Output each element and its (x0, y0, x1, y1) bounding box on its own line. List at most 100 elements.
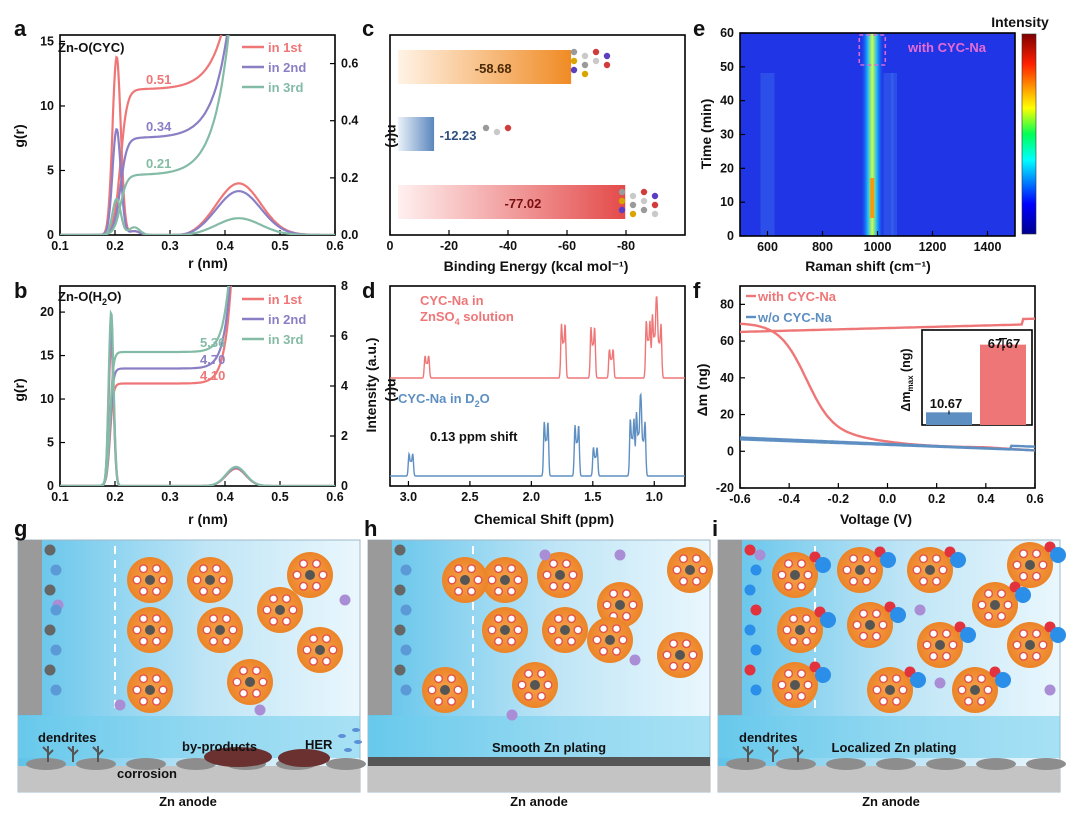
panel-c-molecule-3-atom (640, 188, 648, 196)
schematic-i-water (912, 565, 922, 575)
schematic-h-water (669, 661, 679, 671)
panel-a-legend-2: in 2nd (268, 60, 306, 75)
schematic-h-water (494, 636, 504, 646)
schematic-h-interface-ion (394, 544, 406, 556)
panel-c-molecule-1-atom (603, 61, 611, 69)
schematic-i-water (892, 696, 902, 706)
panel-d-xtick-label: 3.0 (400, 490, 417, 504)
schematic-i-surface-bump (826, 758, 866, 770)
g-label-dendrites: dendrites (38, 730, 97, 745)
schematic-g-byproduct-1 (204, 747, 272, 767)
schematic-i-water (797, 559, 807, 569)
panel-c-molecule-3-atom (651, 201, 659, 209)
schematic-i-cyc-tail (1050, 547, 1066, 563)
schematic-g-water (132, 625, 142, 635)
schematic-i-zn-core (970, 685, 980, 695)
schematic-g-her-bubble (354, 740, 362, 744)
g-label-her: HER (305, 737, 333, 752)
schematic-h-water (554, 636, 564, 646)
panel-a-ylabel: g(r) (11, 124, 27, 147)
schematic-h-interface-ion (394, 624, 406, 636)
panel-letter-i: i (712, 516, 718, 541)
panel-b-xtick-label: 0.3 (161, 490, 178, 504)
panel-b-y2tick-label: 2 (341, 429, 348, 443)
schematic-i-cyc-tail (950, 552, 966, 568)
schematic-i-water (929, 651, 939, 661)
schematic-h-water (494, 564, 504, 574)
schematic-g-water (258, 677, 268, 687)
schematic-i-water (784, 669, 794, 679)
schematic-i-water (784, 581, 794, 591)
schematic-i-water (938, 565, 948, 575)
schematic-h-water (573, 625, 583, 635)
panel-b-annot-1: 5.36 (200, 335, 225, 350)
schematic-g-water (208, 636, 218, 646)
panel-f-ylabel: Δm (ng) (694, 364, 710, 417)
schematic-i-surface-bump (876, 758, 916, 770)
i-label-plating: Localized Zn plating (832, 740, 957, 755)
schematic-i-water (842, 565, 852, 575)
schematic-i-water (932, 554, 942, 564)
schematic-g-water (322, 634, 332, 644)
panel-c-bar-2 (398, 117, 435, 151)
schematic-h-water (692, 576, 702, 586)
panel-e-ytick-label: 50 (720, 60, 734, 74)
schematic-i-dendrite (792, 746, 804, 762)
panel-c-molecule-1-atom (581, 70, 589, 78)
schematic-h-water (513, 625, 523, 635)
panel-f-ytick-label: 0 (727, 444, 734, 458)
schematic-i-water (1038, 640, 1048, 650)
schematic-g-water (151, 586, 161, 596)
panel-e-xtick-label: 600 (757, 240, 778, 254)
panel-b-y2tick-label: 8 (341, 279, 348, 293)
panel-e-ytick-label: 20 (720, 161, 734, 175)
schematic-i-interface-ion (744, 584, 756, 596)
schematic-i-water (942, 651, 952, 661)
schematic-g-water (151, 674, 161, 684)
schematic-h-zn-core (440, 685, 450, 695)
panel-f-inset-bar-1 (926, 412, 972, 425)
schematic-g-interface-ion (50, 604, 62, 616)
schematic-i-interface-ion (744, 624, 756, 636)
panel-d-spectrum-top (390, 295, 685, 379)
panel-c-xtick-label: 0 (387, 239, 394, 253)
schematic-i-water (1019, 651, 1029, 661)
schematic-i-left-electrode (718, 540, 742, 715)
panel-letter-f: f (693, 278, 701, 303)
schematic-i-zn-core (1025, 560, 1035, 570)
panel-c-molecule-1-atom (603, 52, 611, 60)
schematic-h-interface-ion (400, 684, 412, 696)
schematic-g-water (269, 616, 279, 626)
panel-d-xtick-label: 2.0 (523, 490, 540, 504)
panel-c-molecule-3-atom (629, 192, 637, 200)
panel-b-ytick-label: 20 (40, 305, 54, 319)
schematic-h-water (494, 586, 504, 596)
schematic-h-water (682, 661, 692, 671)
schematic-g-zn-core (305, 570, 315, 580)
panel-b-ytick-label: 15 (40, 349, 54, 363)
schematic-i-dendrite (742, 746, 754, 762)
panel-b-y2tick-label: 6 (341, 329, 348, 343)
schematic-i-water (802, 636, 812, 646)
schematic-i-sulfate (934, 677, 946, 689)
schematic-i-water (859, 609, 869, 619)
schematic-h-water (454, 586, 464, 596)
schematic-g-interface-ion (44, 624, 56, 636)
schematic-i-water (808, 625, 818, 635)
panel-c-molecule-3-atom (629, 201, 637, 209)
panel-b-plot (60, 0, 335, 486)
panel-f-xtick-label: 0.0 (879, 492, 896, 506)
schematic-h-water (447, 674, 457, 684)
schematic-i-water (957, 685, 967, 695)
panel-d-xtick-label: 2.5 (461, 490, 478, 504)
schematic-i-interface-ion (750, 564, 762, 576)
panel-e-ytick-label: 60 (720, 26, 734, 40)
schematic-h-water (467, 586, 477, 596)
schematic-h-water (467, 564, 477, 574)
panel-c-molecule-3 (618, 188, 659, 218)
schematic-g-water (158, 685, 168, 695)
schematic-i-zn-core (855, 565, 865, 575)
schematic-h-water (679, 576, 689, 586)
schematic-h-water (618, 635, 628, 645)
schematic-i-water (1031, 571, 1041, 581)
